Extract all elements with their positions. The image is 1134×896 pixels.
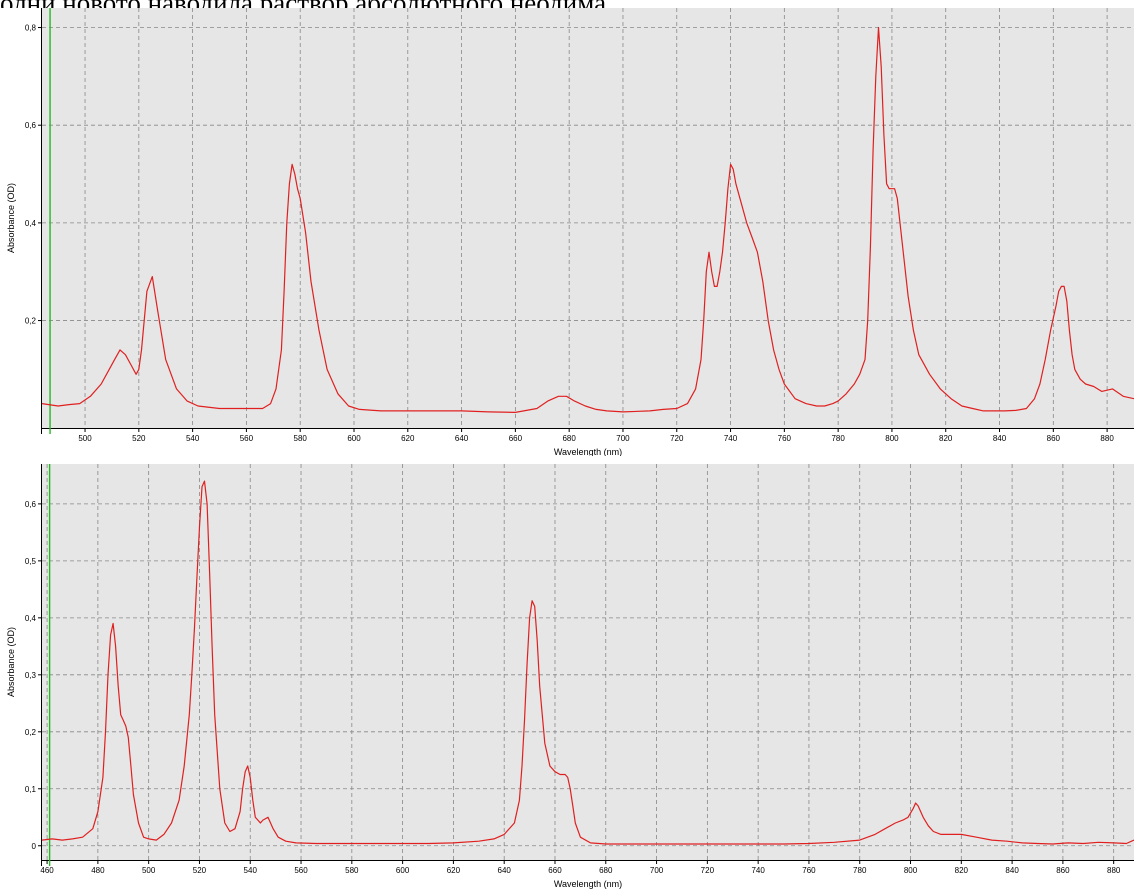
spectrum-chart-2: 460 480 500 520 540 560 580 600 620 640 660 680 700 7… <box>0 464 1134 896</box>
chart2-y-tick-label: 0,3 <box>25 671 37 680</box>
chart2-y-tick-label: 0,4 <box>25 614 37 623</box>
chart1-x-tick-label: 560 <box>240 434 254 443</box>
chart2-x-tick-label: 580 <box>345 866 359 875</box>
chart2-x-tick-label: 480 <box>91 866 105 875</box>
chart1-x-tick-label: 640 <box>455 434 469 443</box>
chart2-y-tick-label: 0,5 <box>25 557 37 566</box>
chart2-x-tick-label: 520 <box>193 866 207 875</box>
chart1-x-tick-label: 620 <box>401 434 415 443</box>
chart2-x-tick-label: 620 <box>447 866 461 875</box>
chart2-x-tick-label: 820 <box>955 866 969 875</box>
chart1-plot-area <box>42 8 1134 428</box>
chart2-x-tick-label: 560 <box>294 866 308 875</box>
chart1-x-tick-label: 660 <box>509 434 523 443</box>
chart2-x-tick-label: 500 <box>142 866 156 875</box>
chart2-y-axis-label: Absorbance (OD) <box>6 627 16 697</box>
chart2-x-tick-label: 640 <box>498 866 512 875</box>
chart1-x-tick-label: 680 <box>562 434 576 443</box>
chart1-x-tick-label: 860 <box>1047 434 1061 443</box>
chart1-x-tick-label: 740 <box>724 434 738 443</box>
spectrum-chart-1: 500 520 540 560 580 600 620 640 660 680 700 720 740 7… <box>0 8 1134 456</box>
chart1-series-line <box>41 26 1134 413</box>
chart2-x-tick-label: 660 <box>548 866 562 875</box>
chart2-y-tick-label: 0,6 <box>25 500 37 509</box>
chart2-x-tick-label: 600 <box>396 866 410 875</box>
chart2-y-tick-label: 0,1 <box>25 785 37 794</box>
chart2-x-axis-label: Wavelength (nm) <box>554 879 622 889</box>
chart2-y-tick-label: 0 <box>32 842 37 851</box>
chart1-y-tick-label: 0,4 <box>25 219 37 228</box>
chart2-x-tick-label: 700 <box>650 866 664 875</box>
chart1-x-tick-label: 500 <box>78 434 92 443</box>
chart1-x-tick-label: 580 <box>294 434 308 443</box>
spectrum-chart-1-svg: 500 520 540 560 580 600 620 640 660 680 700 720 740 7… <box>6 8 1134 456</box>
chart2-x-tick-label: 840 <box>1005 866 1019 875</box>
chart1-x-tick-label: 540 <box>186 434 200 443</box>
chart2-series-line <box>41 480 1134 845</box>
spectrum-chart-2-svg: 460 480 500 520 540 560 580 600 620 640 660 680 700 7… <box>6 464 1134 889</box>
chart1-x-tick-label: 600 <box>347 434 361 443</box>
chart2-x-tick-label: 780 <box>853 866 867 875</box>
chart2-x-tick-label: 680 <box>599 866 613 875</box>
chart1-x-tick-label: 840 <box>993 434 1007 443</box>
chart2-x-tick-label: 720 <box>701 866 715 875</box>
chart2-x-tick-label: 880 <box>1107 866 1121 875</box>
chart2-y-tick-label: 0,2 <box>25 728 37 737</box>
chart1-x-tick-label: 820 <box>939 434 953 443</box>
chart2-x-tick-label: 800 <box>904 866 918 875</box>
chart1-x-tick-label: 800 <box>885 434 899 443</box>
chart2-x-tick-label: 860 <box>1056 866 1070 875</box>
chart1-y-axis-label: Absorbance (OD) <box>6 183 16 253</box>
chart1-x-tick-label: 760 <box>778 434 792 443</box>
chart1-x-axis-label: Wavelength (nm) <box>554 447 622 456</box>
chart1-x-tick-label: 520 <box>132 434 146 443</box>
chart1-x-tick-label: 880 <box>1100 434 1114 443</box>
chart2-x-tick-label: 740 <box>751 866 765 875</box>
chart2-plot-area <box>42 464 1134 860</box>
chart1-y-tick-label: 0,6 <box>25 121 37 130</box>
chart2-x-tick-label: 540 <box>244 866 258 875</box>
chart1-y-tick-label: 0,2 <box>25 317 37 326</box>
chart2-x-tick-label: 760 <box>802 866 816 875</box>
chart1-x-tick-label: 720 <box>670 434 684 443</box>
chart1-x-tick-label: 700 <box>616 434 630 443</box>
chart1-x-tick-label: 780 <box>831 434 845 443</box>
chart2-x-tick-label: 460 <box>40 866 54 875</box>
chart1-y-tick-label: 0,8 <box>25 24 37 33</box>
